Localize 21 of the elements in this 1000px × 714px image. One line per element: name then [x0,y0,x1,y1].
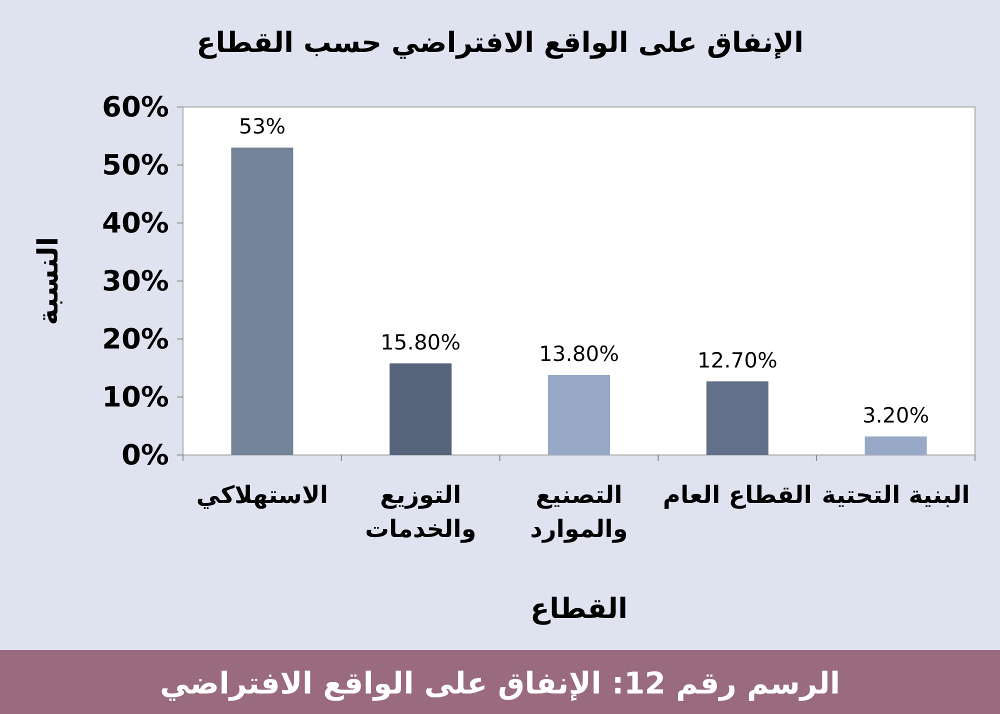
x-tick-label: القطاع العام [662,481,812,509]
data-label: 13.80% [538,342,620,366]
x-tick-label: الاستهلاكي [196,481,328,509]
x-axis-title: القطاع [530,592,628,625]
x-tick-label: التصنيع والموارد [530,481,628,543]
y-tick-label: 0% [121,438,169,472]
y-tick-label: 50% [102,148,169,182]
y-axis-title: النسبة [32,236,64,326]
y-tick-label: 30% [102,264,169,298]
data-label: 12.70% [697,348,778,372]
y-tick-label: 10% [102,380,169,414]
x-tick-label: البنية التحتية [822,481,970,509]
y-tick-label: 40% [102,206,169,240]
x-tick-label: التوزيع والخدمات [364,481,476,543]
chart-title: الإنفاق على الواقع الافتراضي حسب القطاع [196,26,804,59]
text: الرسم رقم 12: الإنفاق على الواقع الافتراضي [160,666,840,702]
y-tick-label: 20% [102,322,169,356]
data-label: 15.80% [380,330,461,354]
data-label: 53% [238,114,286,139]
y-tick-label: 60% [102,90,169,124]
data-label: 3.20% [862,403,930,428]
